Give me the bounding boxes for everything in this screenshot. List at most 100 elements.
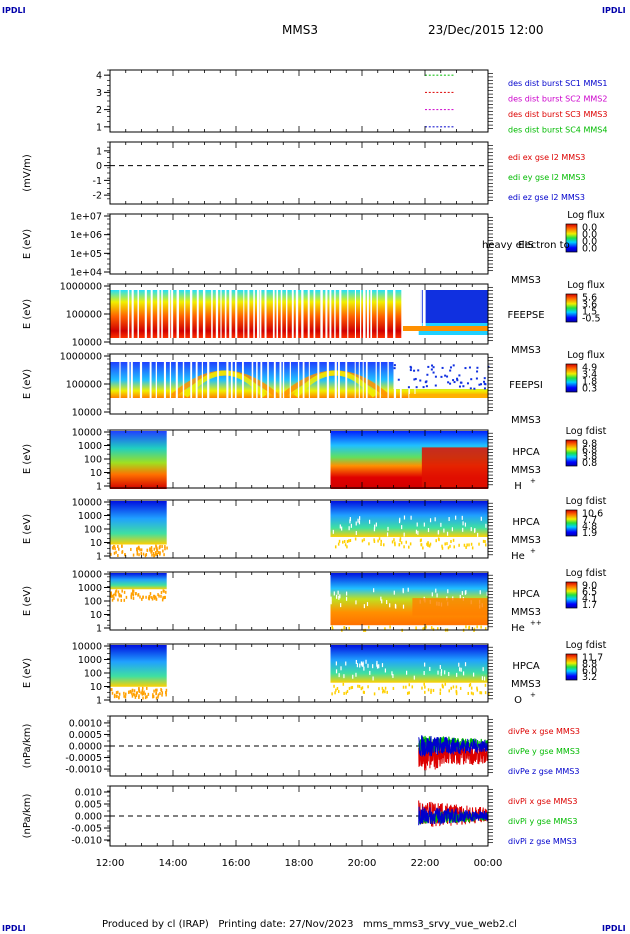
speckle [155,544,157,548]
speckle [334,545,337,549]
species-label: He [511,551,525,562]
speckle [154,595,157,599]
y-tick-label: 10 [90,468,102,479]
speckle [463,543,466,547]
speckle [153,596,156,600]
speckle [394,541,396,545]
colorbar-title: Log flux [567,350,605,361]
speckle [436,593,438,598]
data-gap [144,290,147,338]
speckle [115,691,118,695]
legend-entry: divPe y gse MMS3 [508,747,580,756]
speckle [403,545,405,549]
speckle [450,540,452,544]
data-gap [347,290,349,338]
speckle [384,690,386,694]
speckle [343,674,345,679]
speckle [335,688,337,692]
speckle [372,664,374,669]
speckle [478,542,480,546]
speckle [447,589,449,594]
data-gap [415,290,417,326]
speckle [159,692,161,696]
panel-content [110,362,490,398]
y-tick-label: 1000000 [60,352,102,363]
speckle [456,377,459,380]
y-axis-label: E (eV) [22,658,33,688]
y-tick-label: 2 [96,105,102,116]
speckle [455,515,457,520]
panel-content [110,735,489,771]
speckle [342,540,344,544]
data-gap [317,362,320,398]
speckle [117,545,119,549]
speckle [473,387,476,390]
speckle [453,381,456,384]
panel-content [110,645,490,700]
colorbar [565,653,578,681]
panel-edi-e-field: 1 0 -1 -2 (mV/m) edi ex gse l2 MMS3 edi ey gse… [22,141,586,205]
speckle [120,598,123,602]
speckle [459,381,462,384]
speckle [483,380,486,383]
species-label: H [514,481,522,492]
speckle [338,539,341,543]
speckle [409,369,412,372]
speckle [373,692,376,696]
speckle [434,517,436,522]
speckle [449,544,451,548]
y-tick-label: -0.0005 [65,753,102,764]
speckle [121,550,124,554]
data-gap [235,290,238,338]
data-gap [196,290,199,338]
panel-content [110,800,489,827]
speckle [330,600,332,605]
legend-entry: edi ez gse l2 MMS3 [508,193,585,202]
data-gap [168,290,171,338]
data-gap [420,290,422,326]
time-tick-label: 20:00 [348,858,377,869]
speckle [330,596,332,601]
speckle [386,600,388,605]
speckle [113,693,116,697]
speckle [164,595,166,599]
speckle [365,659,367,664]
speckle [137,593,140,597]
data-gap [243,290,245,338]
data-gap [127,290,130,338]
speckle [458,662,460,667]
speckle [158,546,161,550]
colorbar [565,293,578,323]
speckle [142,696,144,700]
speckle [132,596,135,600]
speckle [361,539,364,543]
speckle [483,382,486,385]
colorbar-tick-label: 6.5 [582,587,597,598]
speckle [419,539,422,543]
panel-des-dist-burst: 4 3 2 1 des dist burst SC1 MMS1 des dist burs… [96,69,607,135]
speckle [405,670,408,675]
panel-content [425,74,454,128]
speckle [430,368,433,371]
speckle [130,596,133,600]
colorbar-tick-label: 9.8 [582,438,597,449]
data-gap [155,362,157,398]
legend-entry: edi ex gse l2 MMS3 [508,153,585,162]
speckle [476,688,479,692]
data-gap [384,290,388,338]
y-tick-label: 10000 [72,408,102,419]
data-gap [280,290,283,338]
speckle [422,627,424,631]
speckle [331,627,334,631]
corner-mark-top-left: IPDLI [2,6,26,15]
speckle [367,685,369,689]
speckle [345,596,348,601]
speckle [449,369,452,372]
speckle [440,522,442,527]
speckle [368,625,370,629]
colorbar [565,509,578,537]
speckle [136,552,139,556]
speckle [149,592,152,596]
speckle [333,684,335,688]
speckle [448,689,450,693]
